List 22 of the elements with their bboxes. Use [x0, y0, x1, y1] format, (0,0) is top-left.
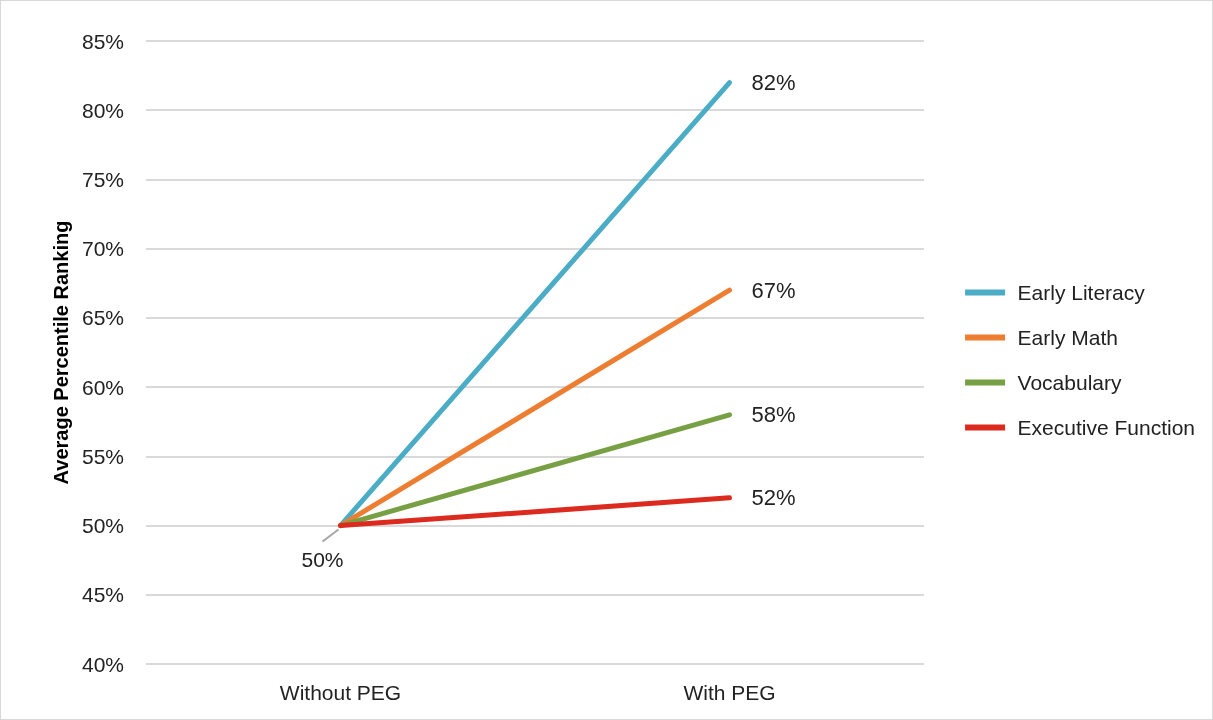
- data-label: 67%: [751, 277, 796, 303]
- annotation: 50%: [301, 548, 344, 572]
- y-tick-label: 60%: [81, 375, 124, 399]
- y-tick-label: 50%: [81, 514, 124, 538]
- y-tick-label: 55%: [81, 444, 124, 468]
- y-axis-title: Average Percentile Ranking: [50, 220, 72, 485]
- y-tick-label: 70%: [81, 237, 124, 261]
- legend-label: Executive Function: [1017, 416, 1196, 439]
- data-label: 58%: [751, 402, 796, 428]
- legend-label: Early Literacy: [1017, 281, 1146, 304]
- legend-label: Vocabulary: [1017, 371, 1122, 394]
- y-tick-label: 40%: [81, 652, 124, 676]
- y-tick-label: 45%: [81, 583, 124, 607]
- data-label: 52%: [751, 485, 796, 511]
- x-tick-label: With PEG: [683, 681, 776, 704]
- y-tick-label: 85%: [81, 29, 124, 53]
- legend-label: Early Math: [1017, 326, 1118, 349]
- y-tick-label: 80%: [81, 98, 124, 122]
- y-tick-label: 75%: [81, 167, 124, 191]
- data-label: 82%: [751, 70, 796, 96]
- y-tick-label: 65%: [81, 306, 124, 330]
- x-tick-label: Without PEG: [279, 681, 402, 704]
